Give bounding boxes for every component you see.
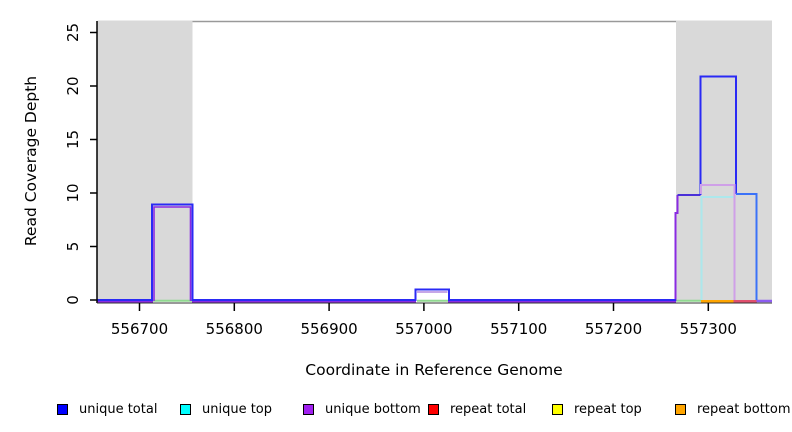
legend-item-unique-bottom: unique bottom: [303, 399, 421, 419]
legend: unique total unique top unique bottom re…: [0, 399, 792, 425]
legend-item-repeat-total: repeat total: [428, 399, 526, 419]
x-tick-557000: 557000: [395, 320, 452, 338]
legend-label: repeat bottom: [697, 401, 791, 417]
royal-blue-shelf: [736, 193, 758, 300]
legend-item-unique-top: unique top: [180, 399, 272, 419]
legend-label: unique bottom: [325, 401, 421, 417]
y-tick-0: 0: [64, 295, 82, 305]
repeat-top-swatch-icon: [552, 403, 563, 415]
shaded-region-left: [97, 20, 193, 301]
x-axis-ticks: [138, 303, 710, 311]
x-tick-556700: 556700: [111, 320, 168, 338]
unique-bottom-line-11: [700, 184, 736, 300]
legend-label: unique total: [79, 401, 158, 417]
x-tick-557200: 557200: [585, 320, 642, 338]
unique-bottom-line: [97, 195, 679, 303]
x-tick-labels: 556700 556800 556900 557000 557100 55720…: [111, 320, 737, 338]
unique-bottom-swatch-icon: [303, 403, 314, 415]
x-tick-557300: 557300: [680, 320, 737, 338]
y-tick-5: 5: [64, 242, 82, 252]
legend-item-unique-total: unique total: [57, 399, 157, 419]
unique-top-swatch-icon: [180, 403, 191, 415]
shaded-region-right: [676, 20, 772, 301]
unique-total-line: [97, 75, 758, 301]
y-axis-title: Read Coverage Depth: [22, 76, 40, 246]
x-tick-556800: 556800: [206, 320, 263, 338]
legend-item-repeat-bottom: repeat bottom: [675, 399, 791, 419]
x-tick-556900: 556900: [300, 320, 357, 338]
unique-top-line: [700, 196, 734, 300]
y-tick-labels: 0 5 10 15 20 25: [64, 23, 82, 305]
y-tick-10: 10: [64, 183, 82, 202]
repeat-total-swatch-icon: [428, 403, 439, 415]
x-tick-557100: 557100: [490, 320, 547, 338]
repeat-bottom-swatch-icon: [675, 403, 686, 415]
y-tick-20: 20: [64, 76, 82, 95]
y-tick-15: 15: [64, 130, 82, 149]
legend-item-repeat-top: repeat top: [552, 399, 642, 419]
legend-label: unique top: [202, 401, 273, 417]
unique-total-swatch-icon: [57, 403, 68, 415]
legend-label: repeat total: [450, 401, 527, 417]
y-axis-ticks: [90, 31, 97, 301]
y-tick-25: 25: [64, 23, 82, 42]
legend-label: repeat top: [574, 401, 642, 417]
x-axis-title: Coordinate in Reference Genome: [305, 361, 562, 379]
